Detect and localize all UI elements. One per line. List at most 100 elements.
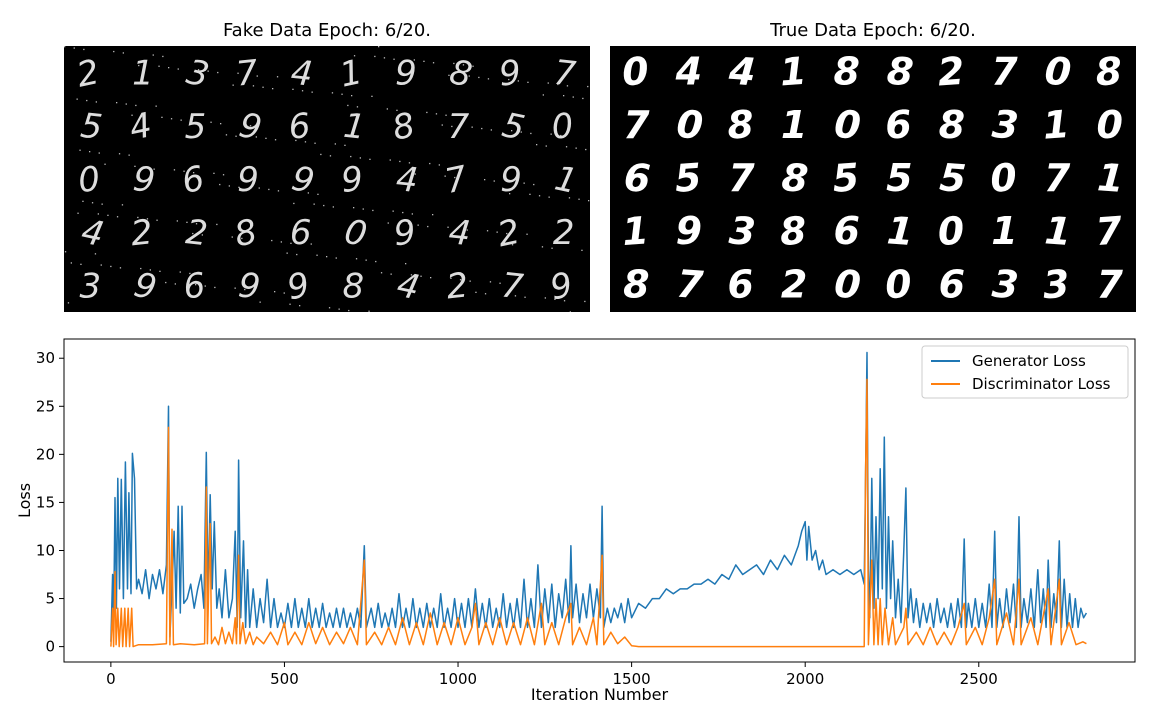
noise-speck xyxy=(484,179,486,181)
noise-speck xyxy=(514,295,517,297)
noise-speck xyxy=(146,218,149,220)
noise-speck xyxy=(365,259,367,261)
noise-speck xyxy=(135,104,137,107)
noise-speck xyxy=(526,233,528,235)
noise-speck xyxy=(197,69,200,71)
noise-speck xyxy=(520,131,522,133)
noise-speck xyxy=(118,153,121,155)
noise-speck xyxy=(548,196,550,198)
noise-speck xyxy=(587,85,589,88)
legend-box xyxy=(921,345,1129,399)
noise-speck xyxy=(159,270,161,272)
noise-speck xyxy=(351,95,353,97)
true-digit: 5 xyxy=(938,155,967,201)
noise-speck xyxy=(82,200,84,202)
noise-speck xyxy=(448,74,450,76)
noise-speck xyxy=(323,204,325,207)
noise-speck xyxy=(89,151,91,153)
noise-speck xyxy=(582,97,584,100)
noise-speck xyxy=(375,260,377,263)
noise-speck xyxy=(565,146,568,148)
noise-speck xyxy=(328,307,331,309)
noise-speck xyxy=(383,57,386,59)
noise-speck xyxy=(405,263,407,265)
fake-digit: 3 xyxy=(79,266,101,306)
noise-speck xyxy=(563,300,566,302)
noise-speck xyxy=(121,204,124,206)
noise-speck xyxy=(80,263,82,265)
legend-label-discriminator: Discriminator Loss xyxy=(972,375,1111,393)
noise-speck xyxy=(533,183,535,186)
noise-speck xyxy=(457,228,459,230)
noise-speck xyxy=(426,111,428,114)
noise-speck xyxy=(138,64,140,67)
fake-data-title: Fake Data Epoch: 6/20. xyxy=(222,20,432,41)
noise-speck xyxy=(438,164,440,166)
true-digit: 8 xyxy=(623,262,649,306)
noise-speck xyxy=(295,139,297,142)
noise-speck xyxy=(173,169,176,171)
true-digit: 6 xyxy=(622,155,651,201)
noise-speck xyxy=(386,108,388,110)
true-digit: 4 xyxy=(727,49,757,95)
noise-speck xyxy=(541,246,544,248)
noise-speck xyxy=(155,105,157,107)
noise-speck xyxy=(262,86,264,88)
true-digit: 1 xyxy=(991,209,1017,253)
noise-speck xyxy=(353,55,356,57)
noise-speck xyxy=(207,70,209,72)
noise-speck xyxy=(310,243,312,245)
noise-speck xyxy=(307,192,309,194)
noise-speck xyxy=(158,65,160,67)
noise-speck xyxy=(378,46,380,48)
fake-digit: 6 xyxy=(287,106,313,148)
fake-digit: 6 xyxy=(181,265,207,307)
noise-speck xyxy=(326,256,328,258)
true-digit: 1 xyxy=(778,49,807,95)
true-digit: 5 xyxy=(886,156,912,200)
noise-speck xyxy=(311,91,313,93)
noise-speck xyxy=(293,202,295,205)
noise-speck xyxy=(170,118,173,120)
true-digit: 1 xyxy=(885,208,914,254)
noise-speck xyxy=(116,216,119,218)
noise-speck xyxy=(469,280,471,282)
noise-speck xyxy=(268,188,270,191)
noise-speck xyxy=(128,154,130,156)
fake-digit: 9 xyxy=(497,53,523,95)
legend: Generator Loss Discriminator Loss xyxy=(921,345,1129,399)
noise-speck xyxy=(95,101,97,103)
noise-speck xyxy=(465,115,467,117)
true-digit: 3 xyxy=(728,208,757,254)
true-digit: 3 xyxy=(991,102,1020,148)
noise-speck xyxy=(192,232,194,235)
noise-speck xyxy=(110,265,112,268)
true-digit: 1 xyxy=(781,103,807,147)
true-digit: 7 xyxy=(728,156,755,200)
noise-speck xyxy=(502,242,504,244)
true-digit: 7 xyxy=(675,262,705,308)
noise-speck xyxy=(177,68,179,70)
noise-speck xyxy=(265,137,267,139)
noise-speck xyxy=(557,83,559,86)
noise-speck xyxy=(255,136,257,138)
fake-digit: 0 xyxy=(550,106,576,148)
noise-speck xyxy=(450,277,452,279)
noise-speck xyxy=(94,253,97,255)
noise-speck xyxy=(435,113,438,115)
true-digit: 2 xyxy=(936,49,965,95)
noise-speck xyxy=(496,231,498,233)
fake-digit: 9 xyxy=(236,265,262,307)
true-digit: 5 xyxy=(673,155,702,201)
fake-digit: 9 xyxy=(500,160,522,200)
true-digit: 8 xyxy=(939,103,965,147)
true-digit: 1 xyxy=(1041,102,1070,148)
fake-digit: 9 xyxy=(392,212,418,254)
noise-speck xyxy=(98,152,100,154)
true-digit: 0 xyxy=(1096,103,1122,147)
fake-digit: 1 xyxy=(342,106,368,148)
noise-speck xyxy=(505,293,507,296)
fake-digit: 2 xyxy=(444,265,470,307)
noise-speck xyxy=(493,180,495,182)
